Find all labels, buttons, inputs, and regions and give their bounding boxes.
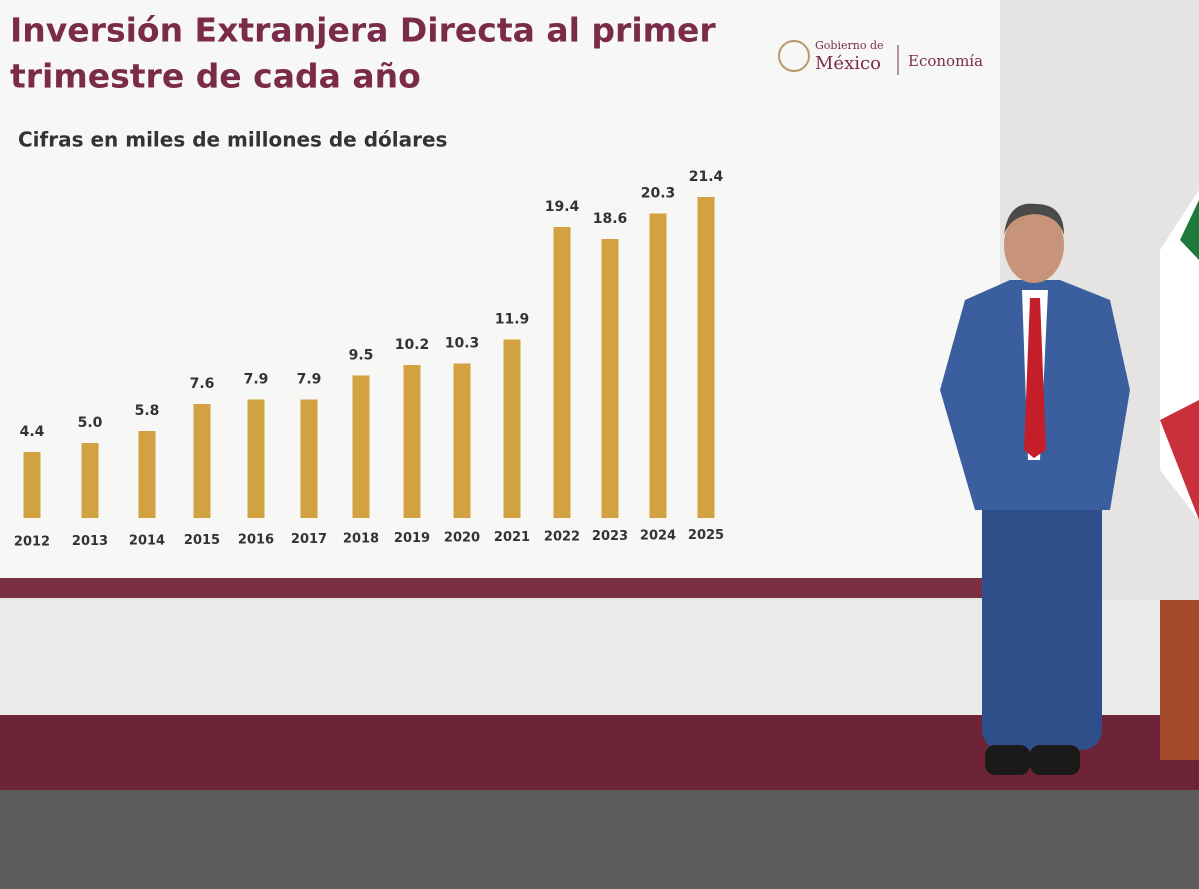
tie [1024,298,1046,458]
bar [300,399,318,518]
floor [0,790,1199,889]
bar [193,404,211,518]
value-label: 5.0 [78,415,103,431]
x-tick-label: 2017 [291,532,327,547]
logo-text: Gobierno de [815,39,884,52]
bar [81,443,99,518]
flag-red [1160,400,1199,520]
x-tick-label: 2020 [444,531,480,546]
x-tick-label: 2012 [14,535,50,550]
hair [1004,203,1064,235]
plot: 2012 4.4 2013 5.0 2014 5.8 2015 7.6 2016 7.9 2017 7… [14,169,724,550]
chart-title: trimestre de cada año [10,57,421,96]
value-label: 9.5 [349,348,374,364]
value-label: 19.4 [545,199,580,215]
x-tick-label: 2021 [494,530,530,545]
logo-text: México [815,53,881,74]
shoe [1030,745,1080,775]
value-label: 5.8 [135,403,160,419]
screen [0,0,1000,590]
value-label: 7.9 [244,372,269,388]
bar [403,365,421,518]
flag-green [1180,200,1199,260]
bar [649,213,667,518]
bar [453,363,471,518]
x-tick-label: 2014 [129,534,165,549]
head [1004,207,1064,283]
value-label: 10.2 [395,337,430,353]
bar [697,197,715,518]
x-tick-label: 2022 [544,530,580,545]
x-tick-label: 2024 [640,529,676,544]
shoe [985,745,1030,775]
value-label: 4.4 [20,424,45,440]
bar [138,431,156,518]
chart-title: Inversión Extranjera Directa al primer [10,11,716,50]
x-tick-label: 2025 [688,528,724,543]
value-label: 10.3 [445,336,480,352]
value-label: 20.3 [641,186,676,202]
bar [23,452,41,518]
bar [553,227,571,518]
value-label: 7.6 [190,376,215,392]
x-tick-label: 2023 [592,529,628,544]
x-tick-label: 2018 [343,532,379,547]
bar [601,239,619,518]
speaker [940,203,1130,775]
x-tick-label: 2016 [238,533,274,548]
screen-strip [0,578,985,598]
logo-emblem [778,40,810,72]
bar [352,375,370,518]
bar [247,399,265,518]
x-tick-label: 2013 [72,534,108,549]
value-label: 7.9 [297,372,322,388]
value-label: 21.4 [689,169,724,185]
podium [1160,600,1199,760]
logo-text: Economía [908,52,983,70]
trousers [982,490,1102,750]
x-tick-label: 2019 [394,531,430,546]
chart-subtitle: Cifras en miles de millones de dólares [18,128,447,152]
bar [503,339,521,518]
value-label: 11.9 [495,312,530,328]
value-label: 18.6 [593,211,628,227]
x-tick-label: 2015 [184,533,220,548]
